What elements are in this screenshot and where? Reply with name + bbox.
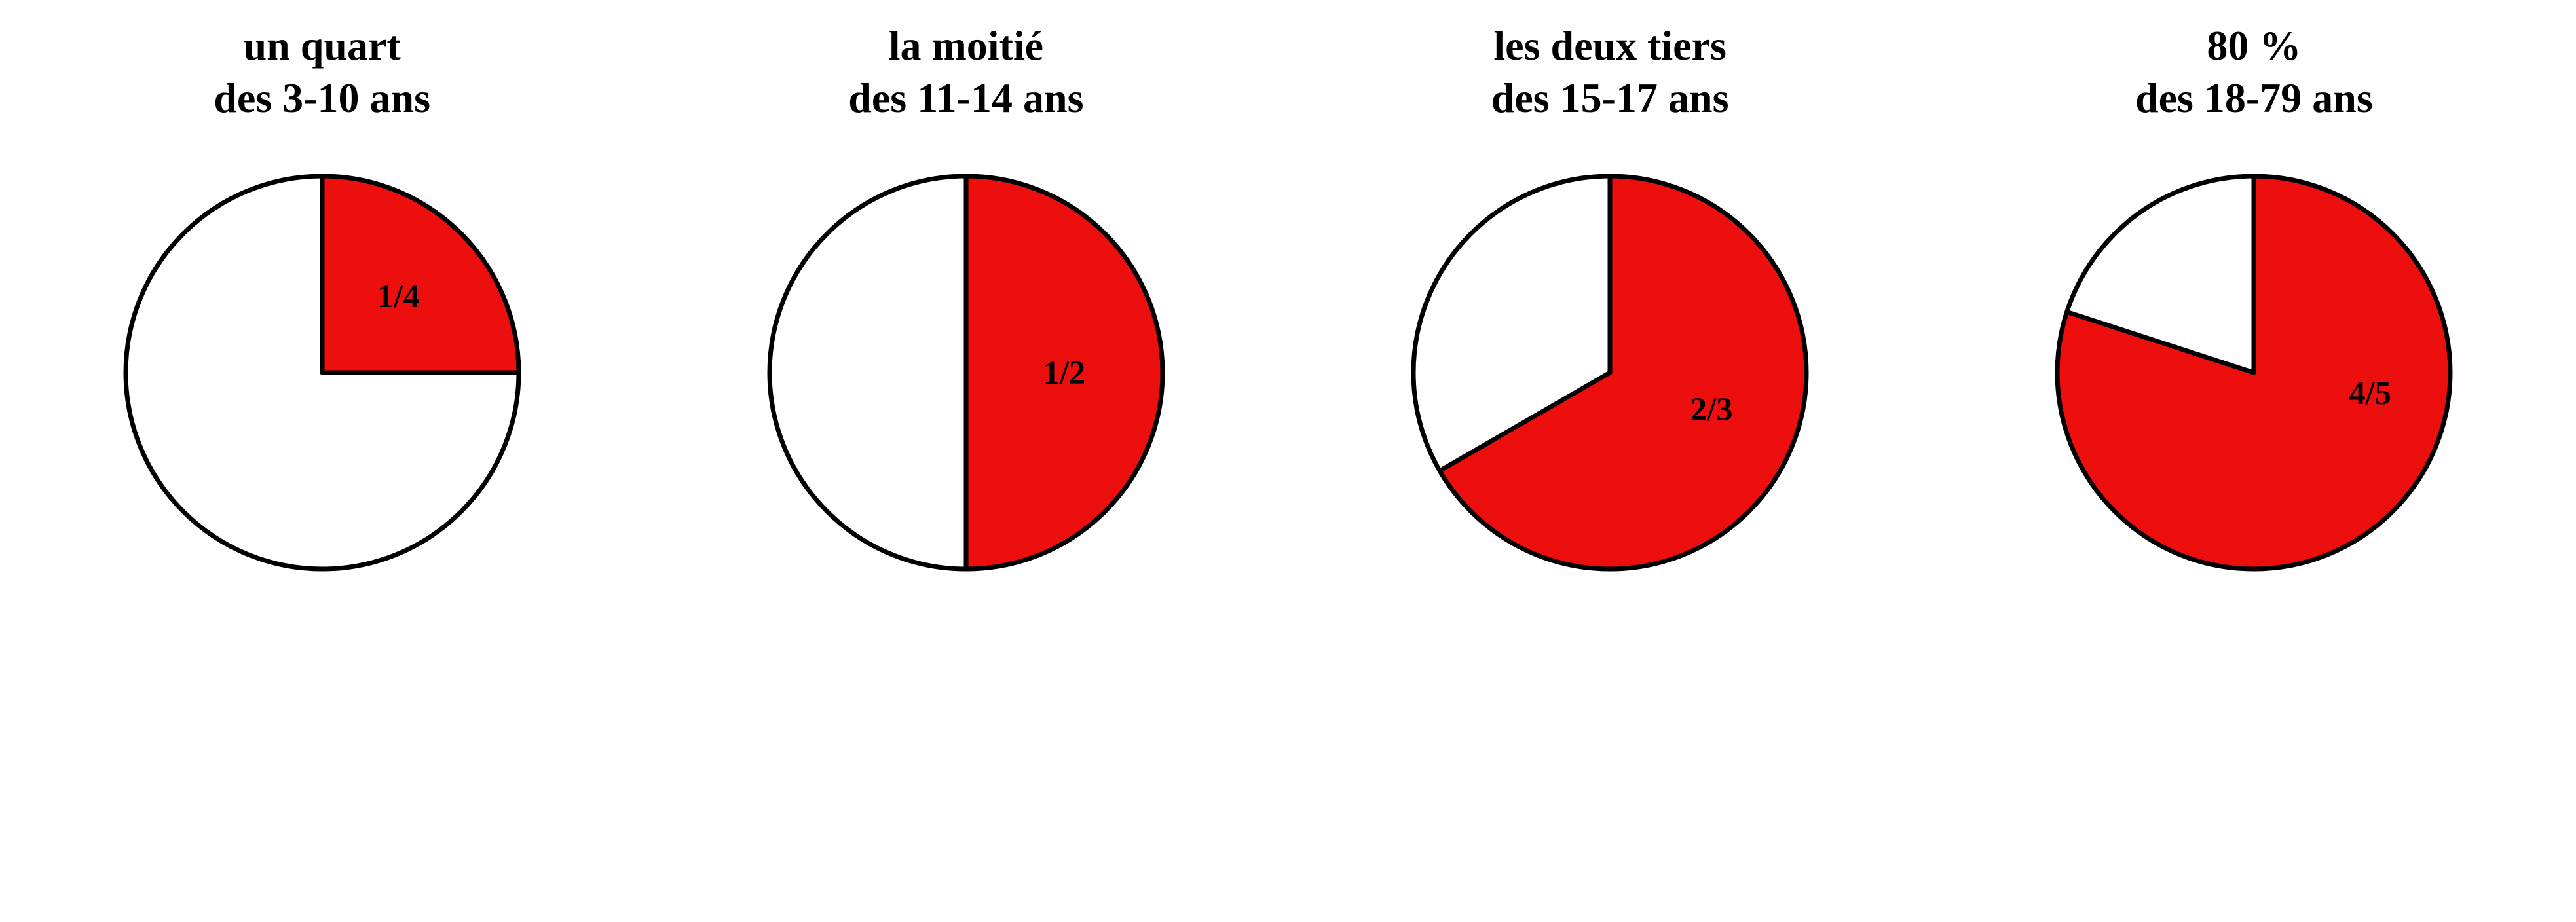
slice-label-2: 2/3 [1690, 390, 1733, 428]
chart-title-1: la moitiédes 11-14 ans [848, 20, 1083, 124]
chart-cell-1: la moitiédes 11-14 ans 1/2 [644, 20, 1288, 575]
chart-cell-0: un quartdes 3-10 ans 1/4 [0, 20, 644, 575]
chart-cell-2: les deux tiersdes 15-17 ans 2/3 [1288, 20, 1932, 575]
pie-chart-0: 1/4 [120, 170, 525, 575]
pie-chart-1: 1/2 [764, 170, 1168, 575]
charts-row: un quartdes 3-10 ans 1/4 la moitiédes 11-1… [0, 0, 2576, 575]
slice-label-3: 4/5 [2349, 374, 2391, 412]
chart-title-3: 80 %des 18-79 ans [2135, 20, 2373, 124]
chart-title-line1-0: un quart [214, 20, 430, 72]
slice-label-0: 1/4 [377, 277, 420, 315]
pie-chart-3: 4/5 [2051, 170, 2456, 575]
chart-title-line2-1: des 11-14 ans [848, 72, 1083, 124]
chart-title-line1-1: la moitié [848, 20, 1083, 72]
chart-cell-3: 80 %des 18-79 ans 4/5 [1932, 20, 2576, 575]
slice-label-1: 1/2 [1043, 354, 1086, 392]
chart-title-line2-2: des 15-17 ans [1491, 72, 1729, 124]
chart-title-line1-2: les deux tiers [1491, 20, 1729, 72]
chart-title-0: un quartdes 3-10 ans [214, 20, 430, 124]
chart-title-line2-0: des 3-10 ans [214, 72, 430, 124]
chart-title-line2-3: des 18-79 ans [2135, 72, 2373, 124]
pie-chart-2: 2/3 [1408, 170, 1812, 575]
chart-title-line1-3: 80 % [2135, 20, 2373, 72]
chart-title-2: les deux tiersdes 15-17 ans [1491, 20, 1729, 124]
